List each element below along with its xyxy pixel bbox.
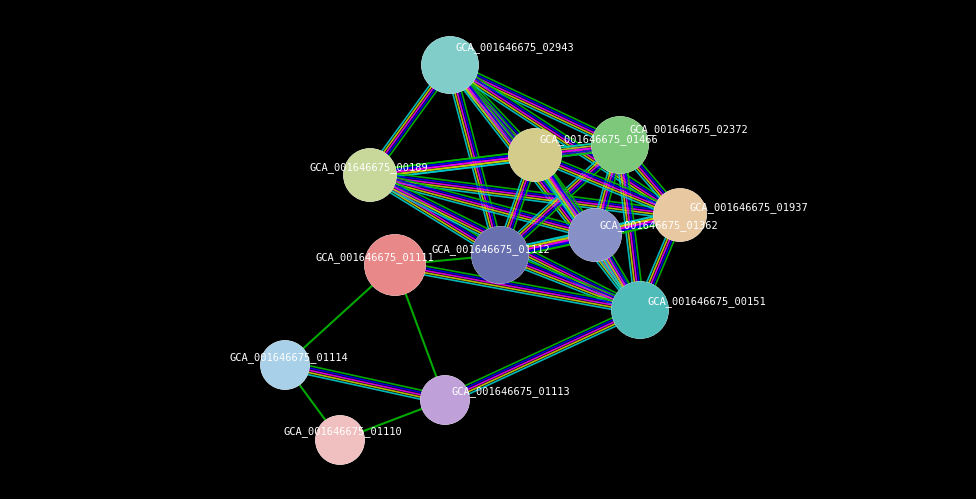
- Circle shape: [261, 341, 309, 389]
- Circle shape: [422, 37, 478, 93]
- Circle shape: [569, 209, 621, 261]
- Circle shape: [472, 227, 528, 283]
- Circle shape: [316, 416, 364, 464]
- Text: GCA_001646675_01110: GCA_001646675_01110: [284, 427, 403, 438]
- Text: GCA_001646675_01362: GCA_001646675_01362: [600, 221, 718, 232]
- Circle shape: [612, 282, 668, 338]
- Circle shape: [365, 235, 425, 295]
- Circle shape: [509, 129, 561, 181]
- Circle shape: [344, 149, 396, 201]
- Text: GCA_001646675_02372: GCA_001646675_02372: [630, 125, 749, 135]
- Circle shape: [592, 117, 648, 173]
- Text: GCA_001646675_01466: GCA_001646675_01466: [540, 135, 659, 145]
- Text: GCA_001646675_02943: GCA_001646675_02943: [456, 42, 575, 53]
- Text: GCA_001646675_01113: GCA_001646675_01113: [452, 387, 571, 397]
- Circle shape: [421, 376, 469, 424]
- Text: GCA_001646675_01937: GCA_001646675_01937: [690, 203, 809, 214]
- Text: GCA_001646675_01111: GCA_001646675_01111: [315, 252, 433, 263]
- Text: GCA_001646675_01112: GCA_001646675_01112: [432, 245, 550, 255]
- Text: GCA_001646675_01114: GCA_001646675_01114: [230, 353, 348, 363]
- Text: GCA_001646675_00189: GCA_001646675_00189: [310, 163, 428, 174]
- Text: GCA_001646675_00151: GCA_001646675_00151: [648, 296, 767, 307]
- Circle shape: [654, 189, 706, 241]
